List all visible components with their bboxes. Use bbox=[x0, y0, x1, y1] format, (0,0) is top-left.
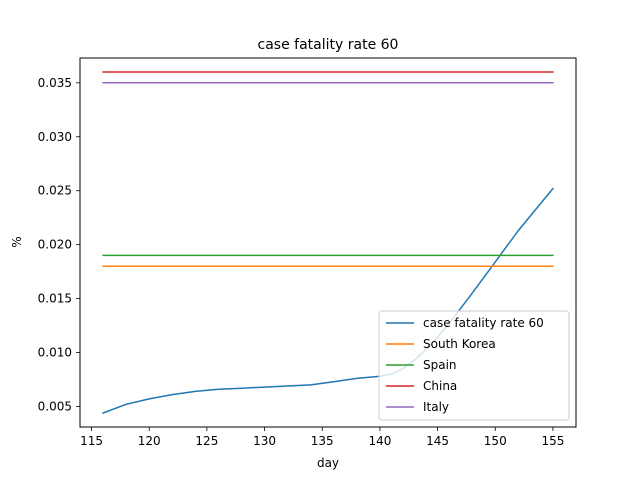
y-tick-label: 0.020 bbox=[38, 238, 72, 252]
x-axis-label: day bbox=[317, 456, 339, 470]
x-axis-ticks: 115 120 125 130 135 140 145 150 155 bbox=[80, 427, 564, 448]
y-tick-label: 0.025 bbox=[38, 184, 72, 198]
y-tick-label: 0.030 bbox=[38, 130, 72, 144]
legend-label-2: Spain bbox=[423, 358, 457, 372]
legend: case fatality rate 60 South Korea Spain Chi… bbox=[378, 310, 570, 421]
x-tick-label: 155 bbox=[541, 434, 564, 448]
y-tick-label: 0.010 bbox=[38, 346, 72, 360]
x-tick-label: 150 bbox=[484, 434, 507, 448]
legend-box bbox=[378, 310, 570, 421]
series-layer bbox=[102, 71, 554, 414]
x-tick-label: 130 bbox=[253, 434, 276, 448]
y-axis-label: % bbox=[10, 236, 24, 247]
x-tick-label: 125 bbox=[195, 434, 218, 448]
y-tick-label: 0.035 bbox=[38, 76, 72, 90]
y-tick-label: 0.005 bbox=[38, 400, 72, 414]
x-tick-label: 135 bbox=[311, 434, 334, 448]
y-tick-label: 0.015 bbox=[38, 292, 72, 306]
x-tick-label: 140 bbox=[368, 434, 391, 448]
legend-label-3: China bbox=[423, 379, 457, 393]
x-tick-label: 115 bbox=[80, 434, 103, 448]
series-line-0 bbox=[102, 187, 554, 414]
y-axis-ticks: 0.005 0.010 0.015 0.020 0.025 0.030 0.035 bbox=[38, 76, 80, 414]
chart-title: case fatality rate 60 bbox=[258, 37, 399, 53]
legend-label-1: South Korea bbox=[423, 337, 496, 351]
x-tick-label: 145 bbox=[426, 434, 449, 448]
x-tick-label: 120 bbox=[138, 434, 161, 448]
legend-label-4: Italy bbox=[423, 400, 449, 414]
plot-frame bbox=[79, 57, 577, 428]
legend-label-0: case fatality rate 60 bbox=[423, 316, 544, 330]
